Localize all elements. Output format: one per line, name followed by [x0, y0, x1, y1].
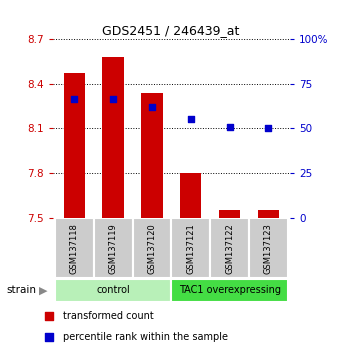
Bar — [210, 218, 249, 278]
Point — [72, 96, 77, 101]
Text: TAC1 overexpressing: TAC1 overexpressing — [179, 285, 281, 296]
Text: GSM137119: GSM137119 — [108, 223, 118, 274]
Text: GSM137121: GSM137121 — [186, 223, 195, 274]
Text: GSM137120: GSM137120 — [147, 223, 157, 274]
Point — [47, 313, 52, 319]
Bar — [133, 218, 172, 278]
Bar — [172, 218, 210, 278]
Text: strain: strain — [7, 285, 37, 296]
Text: GSM137122: GSM137122 — [225, 223, 234, 274]
Text: GDS2451 / 246439_at: GDS2451 / 246439_at — [102, 24, 239, 37]
Bar — [94, 218, 133, 278]
Point — [47, 334, 52, 339]
Text: control: control — [96, 285, 130, 296]
Text: ▶: ▶ — [39, 285, 47, 296]
Text: transformed count: transformed count — [63, 311, 154, 321]
Text: GSM137123: GSM137123 — [264, 223, 273, 274]
Text: percentile rank within the sample: percentile rank within the sample — [63, 332, 228, 342]
Bar — [258, 210, 279, 218]
Point — [110, 96, 116, 101]
Point — [266, 126, 271, 131]
Bar — [180, 173, 202, 218]
Point — [227, 124, 232, 130]
Bar — [141, 93, 163, 218]
Bar — [249, 218, 288, 278]
Bar — [219, 210, 240, 218]
Bar — [55, 218, 94, 278]
Point — [188, 116, 193, 122]
Bar — [102, 57, 124, 218]
Bar — [172, 279, 288, 302]
Bar — [55, 279, 171, 302]
Point — [149, 105, 155, 110]
Bar — [63, 73, 85, 218]
Text: GSM137118: GSM137118 — [70, 223, 79, 274]
